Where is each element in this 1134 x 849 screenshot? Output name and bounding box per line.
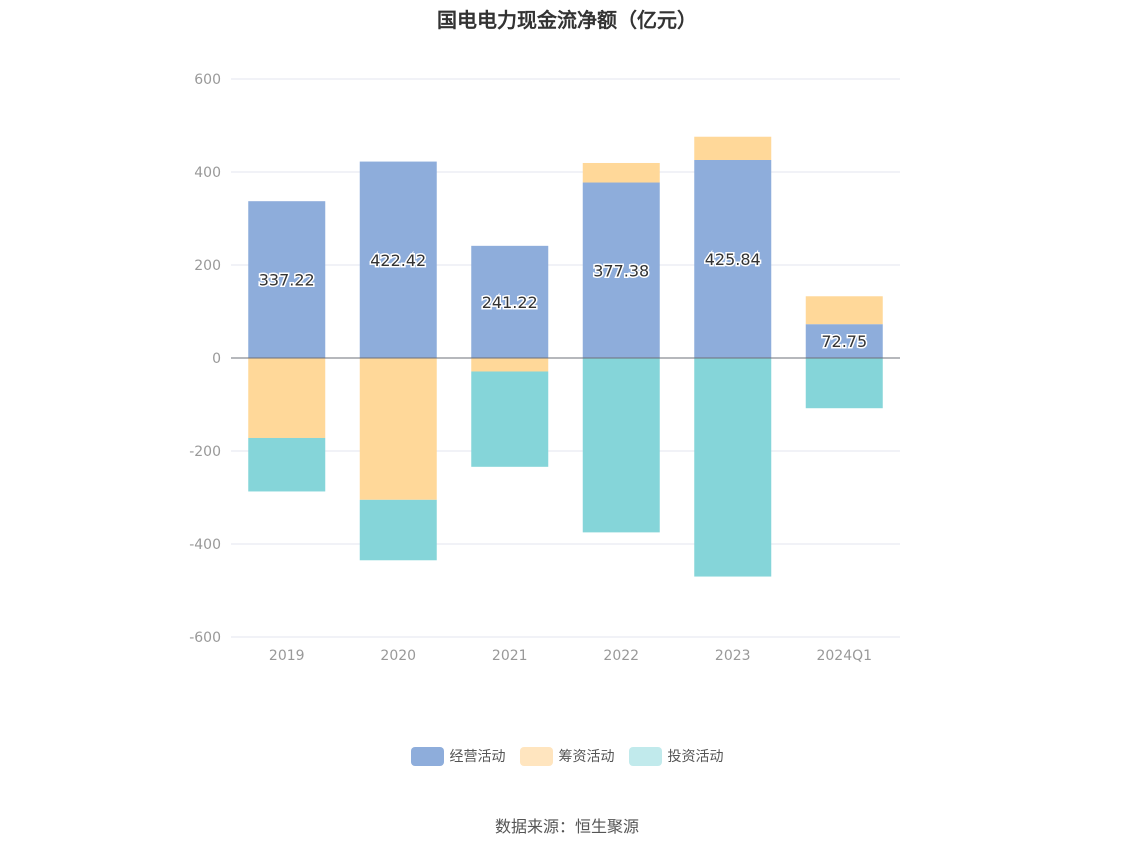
bar-investing-2021[interactable]	[471, 371, 549, 467]
bar-investing-2022[interactable]	[582, 358, 660, 533]
legend-swatch-operating	[410, 746, 444, 766]
y-tick-label: -600	[189, 630, 221, 646]
bar-investing-2019[interactable]	[248, 437, 326, 492]
source-note: 数据来源：恒生聚源	[494, 817, 639, 836]
bar-operating-2024Q1[interactable]	[805, 324, 883, 358]
bar-financing-2022[interactable]	[582, 162, 660, 183]
data-label-2022: 377.38	[593, 261, 649, 280]
bars	[248, 136, 883, 577]
y-axis-ticks: 600 400 200 0 -200 -400 -600	[189, 72, 221, 646]
bar-financing-2024Q1[interactable]	[805, 296, 883, 325]
data-label-2024Q1: 72.75	[821, 332, 867, 351]
x-tick-label: 2023	[715, 648, 751, 664]
bar-financing-2019[interactable]	[248, 358, 326, 438]
legend-label-financing: 筹资活动	[558, 749, 615, 765]
bar-investing-2020[interactable]	[359, 499, 437, 561]
y-tick-label: 600	[194, 72, 221, 88]
bar-operating-2019[interactable]	[248, 201, 326, 358]
legend-label-operating: 经营活动	[449, 749, 506, 765]
x-tick-label: 2024Q1	[816, 648, 872, 664]
data-label-2020: 422.42	[370, 251, 426, 270]
y-tick-label: 0	[212, 351, 221, 367]
legend-item-financing[interactable]: 筹资活动	[519, 746, 615, 766]
x-tick-label: 2021	[492, 648, 528, 664]
y-tick-label: 400	[194, 165, 221, 181]
legend-item-investing[interactable]: 投资活动	[628, 746, 724, 766]
y-tick-label: 200	[194, 258, 221, 274]
legend-swatch-investing	[628, 746, 662, 766]
x-tick-label: 2019	[269, 648, 305, 664]
legend-label-investing: 投资活动	[667, 749, 724, 765]
data-label-2019: 337.22	[259, 271, 315, 290]
y-tick-label: -400	[189, 537, 221, 553]
bar-investing-2024Q1[interactable]	[805, 358, 883, 409]
data-label-2021: 241.22	[482, 293, 538, 312]
legend-swatch-financing	[519, 746, 553, 766]
x-axis-ticks: 2019 2020 2021 2022 2023 2024Q1	[269, 648, 872, 664]
bar-financing-2021[interactable]	[471, 358, 549, 372]
bar-operating-2020[interactable]	[359, 161, 437, 358]
x-tick-label: 2020	[380, 648, 416, 664]
bar-operating-2021[interactable]	[471, 245, 549, 358]
y-tick-label: -200	[189, 444, 221, 460]
bar-financing-2023[interactable]	[694, 136, 772, 160]
bar-investing-2023[interactable]	[694, 358, 772, 577]
x-tick-label: 2022	[603, 648, 639, 664]
legend-item-operating[interactable]: 经营活动	[410, 746, 506, 766]
data-labels: 337.22 422.42 241.22 377.38 425.84 72.75	[257, 248, 868, 352]
grid-lines	[231, 78, 900, 638]
bar-financing-2020[interactable]	[359, 358, 437, 500]
bar-operating-2023[interactable]	[694, 159, 772, 358]
data-label-2023: 425.84	[705, 250, 761, 269]
bar-operating-2022[interactable]	[582, 182, 660, 358]
legend: 经营活动 筹资活动 投资活动	[0, 746, 1134, 766]
chart-title: 国电电力现金流净额（亿元）	[437, 8, 697, 32]
